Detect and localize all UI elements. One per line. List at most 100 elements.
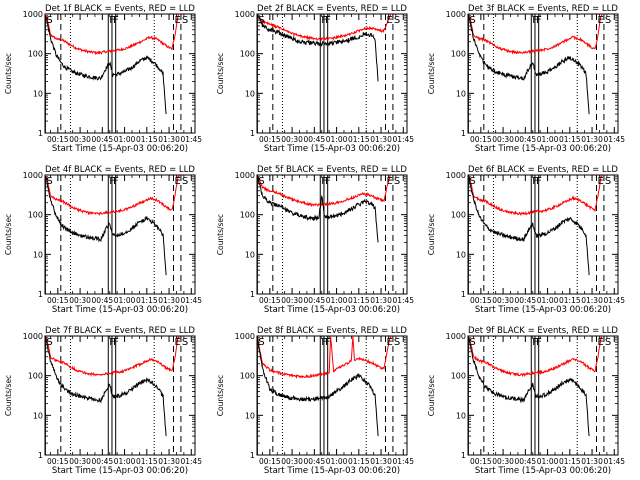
marker-label: S — [605, 176, 611, 187]
x-tick-label: 01:30 — [158, 457, 180, 466]
plot-frame — [44, 335, 196, 456]
y-axis-label: Counts/sec — [216, 375, 225, 416]
y-tick-label: 1000 — [23, 171, 43, 180]
marker-label: E — [598, 176, 604, 187]
x-tick-label: 01:45 — [180, 135, 202, 144]
y-tick-label: 10 — [245, 411, 255, 420]
y-tick-label: 1 — [250, 451, 255, 460]
y-axis-label: Counts/sec — [216, 53, 225, 94]
panel-title: Det 3f BLACK = Events, RED = LLD — [468, 4, 618, 14]
marker-label: E — [598, 15, 604, 26]
marker-label: E — [387, 337, 393, 348]
chart-panel: Det 9f BLACK = Events, RED = LLD 1 10 100 10… — [427, 326, 625, 476]
x-tick-label: 00:30 — [281, 296, 303, 305]
x-tick-label: 00:15 — [470, 135, 492, 144]
marker-label: S — [182, 337, 188, 348]
panel-title: Det 6f BLACK = Events, RED = LLD — [468, 165, 618, 175]
marker-label: F — [536, 15, 542, 26]
x-tick-label: 00:15 — [47, 296, 69, 305]
x-tick-label: 01:15 — [136, 457, 158, 466]
plot-area — [468, 175, 605, 294]
x-tick-label: 01:45 — [392, 457, 414, 466]
marker-label: F — [109, 15, 115, 26]
x-tick-label: 01:30 — [581, 457, 603, 466]
y-axis-label: Counts/sec — [4, 214, 13, 255]
y-tick-label: 10 — [245, 250, 255, 259]
x-tick-label: 00:15 — [47, 457, 69, 466]
chart-panel: Det 8f BLACK = Events, RED = LLD 1 10 100 10… — [216, 326, 414, 476]
marker-label: S — [46, 176, 52, 187]
y-tick-label: 10 — [245, 89, 255, 98]
x-tick-label: 00:30 — [281, 135, 303, 144]
x-tick-label: 00:45 — [515, 296, 537, 305]
plot-area — [257, 336, 394, 455]
y-axis-label: Counts/sec — [427, 214, 436, 255]
x-tick-label: 00:30 — [281, 457, 303, 466]
x-tick-label: 01:15 — [136, 296, 158, 305]
plot-area — [45, 175, 182, 294]
y-tick-label: 1 — [461, 129, 466, 138]
y-tick-label: 100 — [240, 372, 255, 381]
y-tick-label: 1000 — [23, 332, 43, 341]
x-tick-label: 01:45 — [392, 296, 414, 305]
x-tick-label: 01:45 — [392, 135, 414, 144]
marker-label: S — [46, 337, 52, 348]
x-tick-label: 01:30 — [370, 457, 392, 466]
marker-label: F — [536, 176, 542, 187]
lld-series-line — [468, 175, 603, 217]
y-tick-label: 100 — [240, 50, 255, 59]
marker-label: S — [46, 15, 52, 26]
lld-series-line — [45, 175, 180, 216]
x-tick-label: 01:45 — [180, 457, 202, 466]
marker-label: S — [605, 337, 611, 348]
x-tick-label: 01:00 — [537, 135, 559, 144]
x-tick-label: 00:45 — [92, 296, 114, 305]
lld-series-line — [257, 14, 392, 42]
y-tick-label: 100 — [28, 372, 43, 381]
x-axis-label: Start Time (15-Apr-03 00:06:20) — [52, 144, 188, 154]
x-tick-label: 01:00 — [537, 457, 559, 466]
chart-panel: Det 7f BLACK = Events, RED = LLD 1 10 100 10… — [4, 326, 202, 476]
x-tick-label: 01:15 — [559, 135, 581, 144]
marker-label: F — [325, 176, 331, 187]
chart-panel: Det 4f BLACK = Events, RED = LLD 1 10 100 10… — [4, 165, 202, 315]
y-tick-label: 1 — [38, 129, 43, 138]
lld-series-line — [257, 336, 392, 379]
y-tick-label: 1 — [461, 290, 466, 299]
x-tick-label: 00:30 — [492, 135, 514, 144]
plot-area — [45, 336, 182, 455]
x-tick-label: 00:30 — [69, 457, 91, 466]
y-tick-label: 1000 — [235, 332, 255, 341]
x-tick-label: 01:30 — [581, 135, 603, 144]
chart-panel: Det 1f BLACK = Events, RED = LLD 1 10 100 10… — [4, 4, 202, 154]
x-tick-label: 00:15 — [259, 296, 281, 305]
x-tick-label: 00:45 — [304, 135, 326, 144]
y-tick-label: 1000 — [446, 332, 466, 341]
x-tick-label: 00:30 — [492, 296, 514, 305]
marker-label: F — [113, 15, 119, 26]
events-series-line — [257, 336, 379, 437]
events-series-line — [468, 175, 590, 276]
x-tick-label: 01:00 — [326, 296, 348, 305]
marker-label: F — [321, 15, 327, 26]
x-tick-label: 00:15 — [259, 457, 281, 466]
panel-title: Det 2f BLACK = Events, RED = LLD — [257, 4, 407, 14]
panel-title: Det 1f BLACK = Events, RED = LLD — [45, 4, 195, 14]
marker-label: F — [536, 337, 542, 348]
y-tick-label: 100 — [240, 211, 255, 220]
marker-label: S — [469, 337, 475, 348]
x-axis-label: Start Time (15-Apr-03 00:06:20) — [264, 305, 400, 315]
x-tick-label: 01:15 — [136, 135, 158, 144]
x-tick-label: 01:00 — [114, 296, 136, 305]
marker-label: F — [325, 337, 331, 348]
plot-area — [468, 336, 605, 455]
y-tick-label: 1000 — [446, 10, 466, 19]
x-tick-label: 00:30 — [492, 457, 514, 466]
x-tick-label: 01:45 — [603, 135, 625, 144]
marker-label: F — [325, 15, 331, 26]
y-axis-label: Counts/sec — [216, 214, 225, 255]
lld-series-line — [468, 336, 603, 378]
x-axis-label: Start Time (15-Apr-03 00:06:20) — [264, 144, 400, 154]
panel-title: Det 9f BLACK = Events, RED = LLD — [468, 326, 618, 336]
